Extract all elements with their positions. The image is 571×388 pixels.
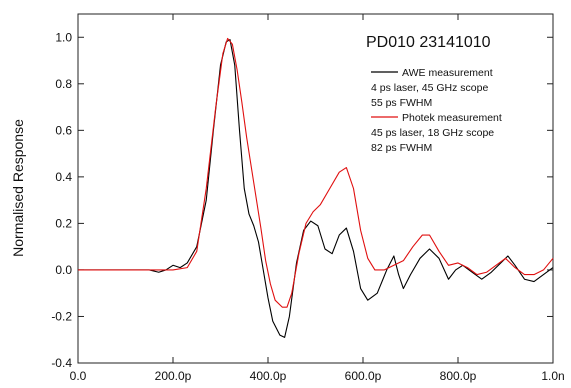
x-tick-label: 200.0p xyxy=(155,369,192,383)
legend: AWE measurement 4 ps laser, 45 GHz scope 5… xyxy=(371,67,502,154)
y-tick-label: 0.8 xyxy=(55,77,72,91)
chart-title: PD010 23141010 xyxy=(366,34,491,51)
x-axis-ticks: 0.0 200.0p 400.0p 600.0p 800.0p 1.0n xyxy=(70,14,565,383)
y-tick-label: 1.0 xyxy=(55,30,72,44)
y-tick-label: 0.2 xyxy=(55,216,72,230)
legend-series-detail: 82 ps FWHM xyxy=(371,142,432,154)
x-tick-label: 800.0p xyxy=(440,369,477,383)
x-tick-label: 1.0n xyxy=(541,369,564,383)
legend-series-detail: 4 ps laser, 45 GHz scope xyxy=(371,82,488,94)
y-tick-label: 0.0 xyxy=(55,263,72,277)
y-tick-label: 0.6 xyxy=(55,123,72,137)
series-line-2 xyxy=(78,37,554,308)
y-tick-label: 0.4 xyxy=(55,170,72,184)
x-tick-label: 0.0 xyxy=(70,369,87,383)
legend-series-name-1: AWE measurement xyxy=(402,67,493,79)
legend-series-detail: 55 ps FWHM xyxy=(371,97,432,109)
y-tick-label: -0.2 xyxy=(51,309,72,323)
y-axis-ticks: -0.4 -0.2 0.0 0.2 0.4 0.6 0.8 1.0 xyxy=(51,30,553,370)
x-tick-label: 400.0p xyxy=(250,369,287,383)
series-layer xyxy=(78,37,554,338)
y-tick-label: -0.4 xyxy=(51,356,72,370)
legend-series-detail: 45 ps laser, 18 GHz scope xyxy=(371,127,494,139)
legend-series-name-2: Photek measurement xyxy=(402,112,502,124)
plot-frame xyxy=(77,13,554,364)
y-axis-title: Normalised Response xyxy=(10,119,26,257)
x-tick-label: 600.0p xyxy=(345,369,382,383)
